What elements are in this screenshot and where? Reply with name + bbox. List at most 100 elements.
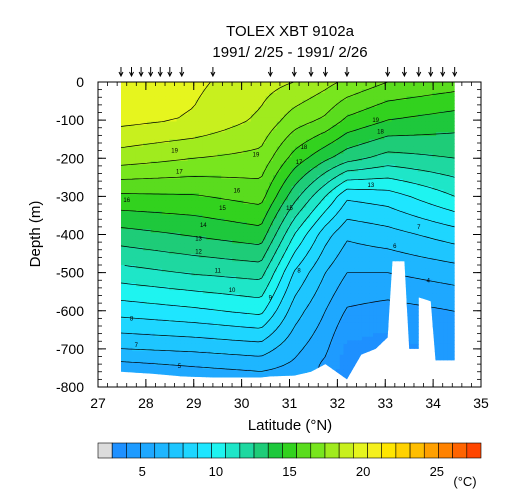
heatmap-cell: [158, 275, 163, 280]
heatmap-cell: [169, 178, 174, 184]
heatmap-cell: [280, 200, 285, 205]
heatmap-cell: [321, 82, 326, 87]
heatmap-cell: [406, 92, 411, 97]
heatmap-cell: [317, 236, 322, 241]
heatmap-cell: [120, 125, 126, 130]
heatmap-cell: [417, 85, 422, 90]
heatmap-cell: [387, 143, 393, 148]
heatmap-cell: [172, 261, 178, 266]
heatmap-cell: [228, 254, 233, 259]
heatmap-cell: [425, 211, 430, 216]
heatmap-cell: [287, 225, 293, 230]
heatmap-cell: [202, 153, 207, 158]
heatmap-cell: [443, 218, 448, 223]
heatmap-cell: [143, 139, 148, 144]
heatmap-cell: [321, 117, 326, 123]
heatmap-cell: [358, 221, 363, 227]
heatmap-cell: [310, 254, 315, 259]
heatmap-cell: [436, 175, 441, 180]
heatmap-cell: [247, 164, 252, 169]
heatmap-cell: [243, 117, 248, 123]
heatmap-cell: [169, 171, 174, 176]
heatmap-cell: [180, 193, 185, 198]
heatmap-cell: [384, 250, 389, 255]
heatmap-cell: [258, 250, 263, 255]
heatmap-cell: [310, 225, 315, 230]
heatmap-cell: [176, 193, 181, 198]
heatmap-cell: [165, 168, 170, 173]
heatmap-cell: [169, 150, 174, 155]
heatmap-cell: [306, 157, 311, 162]
heatmap-cell: [324, 275, 330, 280]
heatmap-cell: [128, 272, 133, 277]
heatmap-cell: [313, 103, 319, 108]
heatmap-cell: [128, 200, 133, 205]
heatmap-cell: [391, 160, 396, 166]
heatmap-cell: [195, 132, 200, 137]
heatmap-cell: [358, 232, 363, 237]
heatmap-cell: [428, 153, 434, 158]
station-marker-arrow: [167, 71, 173, 78]
heatmap-cell: [172, 211, 178, 216]
heatmap-cell: [180, 189, 185, 194]
heatmap-cell: [384, 232, 389, 237]
heatmap-cell: [425, 272, 430, 277]
heatmap-cell: [206, 139, 211, 144]
heatmap-cell: [291, 261, 296, 266]
heatmap-cell: [428, 200, 434, 205]
heatmap-cell: [269, 99, 274, 105]
heatmap-cell: [239, 243, 244, 248]
heatmap-cell: [332, 211, 337, 216]
heatmap-cell: [172, 225, 178, 230]
heatmap-cell: [195, 143, 200, 148]
heatmap-cell: [291, 85, 296, 90]
heatmap-cell: [410, 189, 415, 194]
heatmap-cell: [120, 207, 126, 212]
heatmap-cell: [176, 196, 181, 202]
heatmap-cell: [436, 128, 441, 133]
heatmap-cell: [258, 157, 263, 162]
heatmap-cell: [135, 196, 141, 202]
heatmap-cell: [339, 96, 345, 101]
heatmap-cell: [128, 196, 133, 202]
heatmap-cell: [198, 207, 204, 212]
heatmap-cell: [232, 121, 237, 126]
heatmap-cell: [209, 175, 215, 180]
heatmap-cell: [221, 114, 226, 119]
heatmap-cell: [209, 250, 215, 255]
heatmap-cell: [198, 225, 204, 230]
heatmap-cell: [302, 164, 307, 169]
heatmap-cell: [399, 168, 404, 173]
heatmap-cell: [176, 85, 181, 90]
heatmap-cell: [150, 204, 155, 209]
heatmap-cell: [291, 225, 296, 230]
heatmap-cell: [221, 85, 226, 90]
heatmap-cell: [128, 121, 133, 126]
heatmap-cell: [172, 89, 178, 94]
heatmap-cell: [232, 153, 237, 158]
heatmap-cell: [250, 178, 256, 184]
heatmap-cell: [413, 132, 419, 137]
heatmap-cell: [143, 268, 148, 273]
heatmap-cell: [202, 247, 207, 252]
heatmap-cell: [332, 110, 337, 115]
heatmap-cell: [169, 146, 174, 151]
heatmap-cell: [250, 254, 256, 259]
heatmap-cell: [287, 186, 293, 191]
heatmap-cell: [295, 150, 300, 155]
heatmap-cell: [417, 229, 422, 234]
heatmap-cell: [354, 193, 359, 198]
heatmap-cell: [413, 153, 419, 158]
heatmap-cell: [172, 275, 178, 280]
heatmap-cell: [217, 214, 222, 219]
heatmap-cell: [306, 171, 311, 176]
heatmap-cell: [135, 99, 141, 105]
heatmap-cell: [176, 139, 181, 144]
heatmap-cell: [206, 214, 211, 219]
heatmap-cell: [439, 268, 445, 273]
heatmap-cell: [247, 110, 252, 115]
heatmap-cell: [447, 186, 452, 191]
heatmap-cell: [261, 132, 267, 137]
heatmap-cell: [343, 143, 348, 148]
heatmap-cell: [146, 272, 152, 277]
